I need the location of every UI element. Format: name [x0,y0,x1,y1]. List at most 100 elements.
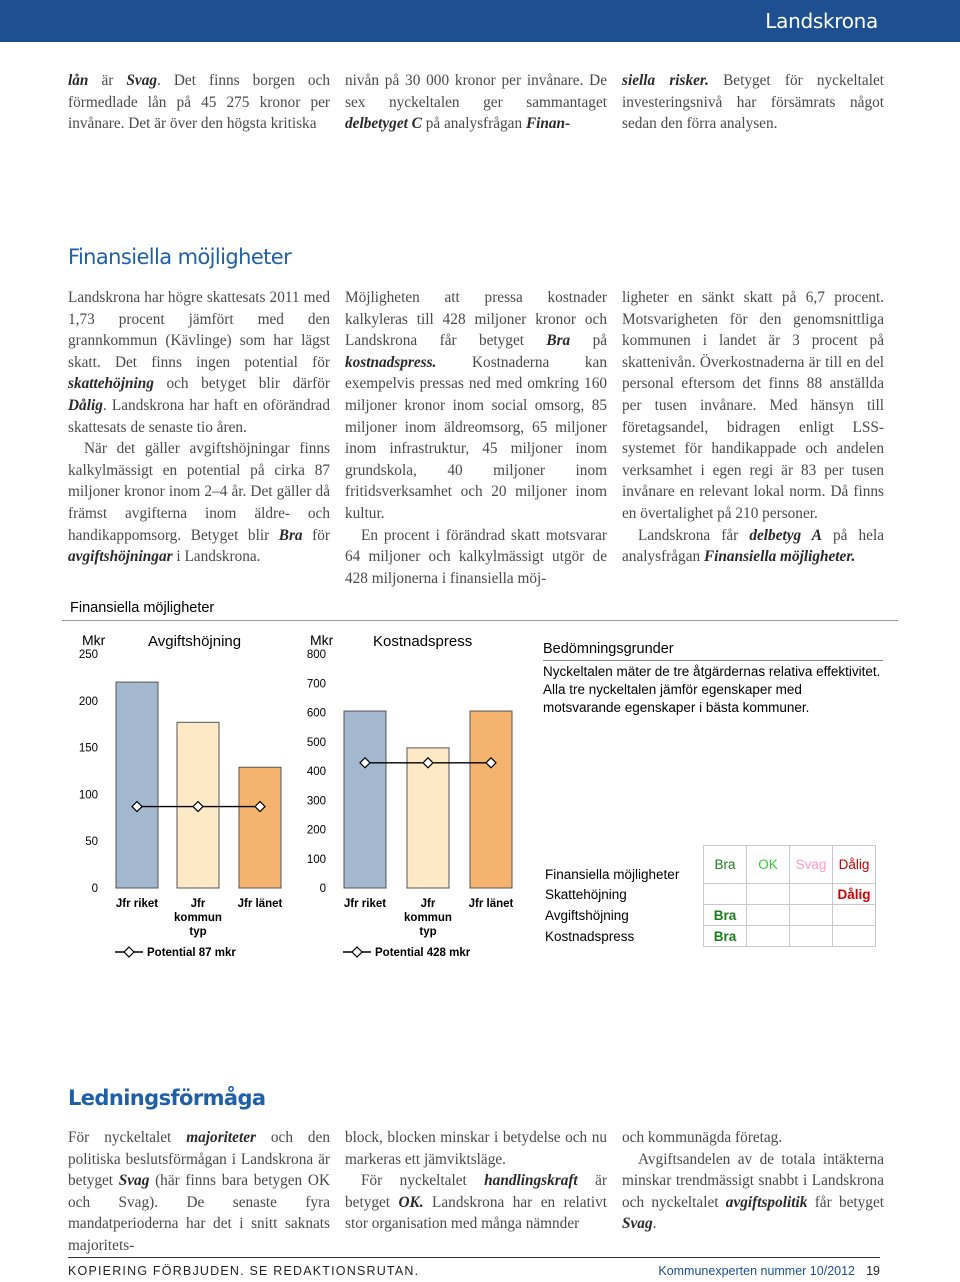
y-tick-label: 0 [92,883,98,895]
emphasis: Finan- [525,115,571,133]
x-tick-label: Jfr länet [468,898,514,910]
emphasis: Svag [118,1172,150,1190]
table-row: Kostnadspress Bra [541,925,876,947]
text-run: Landskrona får [638,526,750,544]
y-tick-label: 200 [307,825,326,837]
row-label: Kostnadspress [545,928,635,944]
emphasis: Svag [622,1215,653,1233]
paragraph: Möjligheten att pressa kostnader kalkyle… [345,287,607,525]
text-run: Betyget för nyckeltalet investeringsnivå… [622,72,884,133]
text-run: . Landskrona har haft en oförändrad skat… [68,396,330,436]
text-run: på hela analysfrågan [622,526,884,566]
text-run: i Landskrona. [172,548,261,566]
paragraph: siella risker. Betyget för nyckeltalet i… [622,70,884,135]
paragraph: block, blocken minskar i betydelse och n… [345,1127,607,1170]
line-marker [485,756,497,769]
y-axis-label: Mkr [310,632,334,648]
bar [238,766,282,889]
paragraph: och kommunägda företag. [622,1127,884,1149]
legend-label: Potential 87 mkr [147,947,236,959]
text-column: och kommunägda företag. Avgiftsandelen av… [622,1127,884,1235]
text-run: Landskrona har en relativt stor organisa… [345,1193,607,1233]
paragraph: För nyckeltalet handlingskraft är betyge… [345,1170,607,1235]
footer-notice: KOPIERING FÖRBJUDEN. SE REDAKTIONSRUTAN. [68,1264,420,1278]
line-marker [192,800,204,813]
y-tick-label: 300 [307,795,326,807]
text-run: (här finns bara betygen OK och Svag). De… [68,1172,330,1254]
text-run: För nyckeltalet [68,1129,187,1146]
row-label: Skattehöjning [545,886,627,902]
legend-marker [123,946,135,958]
y-tick-label: 100 [79,789,98,801]
emphasis: delbetyg A [749,526,822,544]
text-run: på analysfrågan [421,115,526,133]
line-marker [254,800,266,813]
emphasis: avgiftshöjningar [68,548,173,566]
text-run: Möjligheten att pressa kostnader kalkyle… [345,289,607,350]
paragraph: En procent i förändrad skatt motsvarar 6… [345,525,607,590]
text-run: . Det finns borgen och förmedlade lån på… [68,72,330,133]
bar [469,710,513,889]
table-row: Skattehöjning Dålig [541,883,876,905]
x-tick-label: Jfr riket [343,898,387,910]
legend-label: Potential 428 mkr [375,947,471,959]
y-tick-label: 50 [85,836,98,848]
text-column: Landskrona har högre skattesats 2011 med… [68,287,330,568]
grade-cell: Bra [703,925,747,947]
paragraph: För nyckeltalet majoriteter och den poli… [68,1127,330,1257]
text-run: För nyckeltalet [361,1172,485,1190]
criteria-title: Bedömningsgrunder [543,640,883,661]
x-tick-label: Jfr riket [115,898,159,910]
y-tick-label: 100 [307,854,326,866]
text-column: nivån på 30 000 kronor per invånare. De … [345,70,607,135]
figure-title: Finansiella möjligheter [70,600,215,616]
emphasis: Bra [546,332,571,350]
row-label: Avgiftshöjning [545,907,629,923]
text-run: nivån på 30 000 kronor per invånare. De … [345,72,607,111]
text-run: . [652,1215,657,1233]
y-tick-label: 400 [307,766,326,778]
text-run: Avgiftsandelen av de totala intäkterna m… [622,1150,884,1211]
line-marker [359,756,371,769]
emphasis: Bra [278,526,303,544]
y-tick-label: 150 [79,743,98,755]
text-run: Landskrona har högre skattesats 2011 med… [68,289,330,371]
region: Landskrona [765,9,878,33]
emphasis: Dålig [68,396,103,414]
text-run: är betyget [345,1172,607,1211]
chart-title: Avgiftshöjning [148,633,241,650]
paragraph: När det gäller avgiftshöjningar finns ka… [68,438,330,568]
x-tick-label: Jfr kommun typ [404,898,452,938]
line-marker [131,800,143,813]
text-run: på [570,332,608,350]
bar [343,710,387,889]
chart-title: Kostnadspress [373,633,472,650]
text-column: siella risker. Betyget för nyckeltalet i… [622,70,884,135]
emphasis: kostnadspress. [345,353,437,371]
legend-marker [351,946,363,958]
paragraph: ligheter en sänkt skatt på 6,7 procent. … [622,287,884,525]
y-tick-label: 500 [307,737,326,749]
emphasis: skattehöjning [68,375,154,393]
text-run: ligheter en sänkt skatt på 6,7 procent. … [622,289,884,522]
text-run: är [88,72,127,89]
x-tick-label: Jfr kommun typ [174,898,222,938]
line-marker [422,756,434,769]
criteria-text: Nyckeltalen mäter de tre åtgärdernas rel… [543,664,881,715]
y-tick-label: 600 [307,708,326,720]
criteria-box: Bedömningsgrunder Nyckeltalen mäter de t… [543,640,883,717]
paragraph: Landskrona får delbetyg A på hela analys… [622,525,884,568]
header-bar [0,0,960,42]
y-axis-label: Mkr [82,632,106,648]
text-run: och betyget blir därför [153,375,330,393]
footer-rule [68,1257,880,1258]
section-title: Ledningsförmåga [68,1086,266,1110]
emphasis: majoriteter [186,1129,256,1146]
emphasis: Svag [126,72,157,89]
text-column: Möjligheten att pressa kostnader kalkyle… [345,287,607,589]
text-run: får betyget [807,1193,884,1211]
paragraph: lån är Svag. Det finns borgen och förmed… [68,70,330,135]
bar [406,747,450,889]
